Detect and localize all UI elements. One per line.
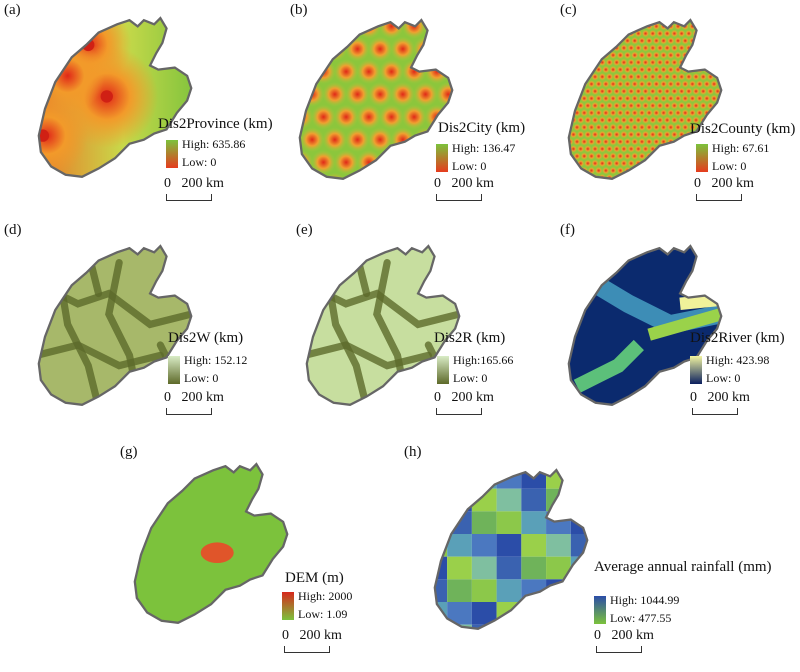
scale-bar-h <box>596 646 642 653</box>
panel-label-a: (a) <box>4 2 21 18</box>
legend-ramp-f <box>690 356 702 384</box>
legend-title-e: Dis2R (km) <box>434 330 506 346</box>
legend-ramp-b <box>436 144 448 172</box>
scale-label-b: 0 200 km <box>434 176 494 192</box>
scale-label-h: 0 200 km <box>594 628 654 644</box>
scale-zero: 0 <box>434 390 441 405</box>
legend-high-d: High: 152.12 <box>184 353 248 367</box>
scale-label-c: 0 200 km <box>694 176 754 192</box>
panel-label-h: (h) <box>404 444 422 460</box>
scale-zero: 0 <box>434 176 441 191</box>
scale-bar-a <box>166 194 212 201</box>
scale-label-d: 0 200 km <box>164 390 224 406</box>
panel-label-e: (e) <box>296 222 313 238</box>
scale-label-f: 0 200 km <box>690 390 750 406</box>
legend-low-d: Low: 0 <box>184 371 219 385</box>
legend-title-b: Dis2City (km) <box>438 120 526 136</box>
map-f <box>567 244 723 406</box>
scale-dist: 200 km <box>711 176 754 191</box>
map-d <box>37 244 193 406</box>
legend-low-b: Low: 0 <box>452 159 487 173</box>
scale-zero: 0 <box>164 390 171 405</box>
legend-title-h: Average annual rainfall (mm) <box>594 559 772 575</box>
scale-bar-b <box>436 194 482 201</box>
scale-bar-d <box>166 408 212 415</box>
panel-label-g: (g) <box>120 444 138 460</box>
scale-zero: 0 <box>690 390 697 405</box>
scale-dist: 200 km <box>299 628 342 643</box>
panel-label-f: (f) <box>560 222 575 238</box>
scale-dist: 200 km <box>451 390 494 405</box>
legend-low-g: Low: 1.09 <box>298 607 348 621</box>
legend-ramp-c <box>696 144 708 172</box>
panel-label-b: (b) <box>290 2 308 18</box>
legend-high-a: High: 635.86 <box>182 137 246 151</box>
map-c <box>567 18 723 180</box>
panel-label-d: (d) <box>4 222 22 238</box>
legend-ramp-h <box>594 596 606 624</box>
panel-label-c: (c) <box>560 2 577 18</box>
legend-title-f: Dis2River (km) <box>690 330 785 346</box>
scale-dist: 200 km <box>181 390 224 405</box>
legend-high-e: High:165.66 <box>453 353 514 367</box>
scale-dist: 200 km <box>451 176 494 191</box>
legend-title-a: Dis2Province (km) <box>158 116 273 132</box>
scale-zero: 0 <box>164 176 171 191</box>
scale-label-e: 0 200 km <box>434 390 494 406</box>
legend-low-a: Low: 0 <box>182 155 217 169</box>
legend-title-g: DEM (m) <box>285 570 344 586</box>
legend-title-c: Dis2County (km) <box>690 121 796 137</box>
legend-low-h: Low: 477.55 <box>610 611 672 625</box>
legend-ramp-a <box>166 140 178 168</box>
scale-zero: 0 <box>694 176 701 191</box>
scale-zero: 0 <box>282 628 289 643</box>
legend-high-f: High: 423.98 <box>706 353 770 367</box>
legend-high-h: High: 1044.99 <box>610 593 680 607</box>
map-a <box>37 16 193 178</box>
map-b <box>298 18 454 180</box>
scale-bar-g <box>284 646 330 653</box>
legend-low-c: Low: 0 <box>712 159 747 173</box>
scale-bar-c <box>696 194 742 201</box>
legend-high-b: High: 136.47 <box>452 141 516 155</box>
scale-dist: 200 km <box>611 628 654 643</box>
legend-high-g: High: 2000 <box>298 589 353 603</box>
scale-dist: 200 km <box>707 390 750 405</box>
legend-ramp-g <box>282 592 294 620</box>
legend-title-d: Dis2W (km) <box>168 330 244 346</box>
scale-dist: 200 km <box>181 176 224 191</box>
scale-label-a: 0 200 km <box>164 176 224 192</box>
scale-label-g: 0 200 km <box>282 628 342 644</box>
legend-low-e: Low: 0 <box>453 371 488 385</box>
map-h <box>433 468 589 630</box>
scale-bar-f <box>692 408 738 415</box>
map-g <box>133 462 289 624</box>
scale-bar-e <box>436 408 482 415</box>
legend-ramp-e <box>437 356 449 384</box>
legend-ramp-d <box>168 356 180 384</box>
scale-zero: 0 <box>594 628 601 643</box>
map-e <box>305 244 461 406</box>
legend-low-f: Low: 0 <box>706 371 741 385</box>
legend-high-c: High: 67.61 <box>712 141 770 155</box>
